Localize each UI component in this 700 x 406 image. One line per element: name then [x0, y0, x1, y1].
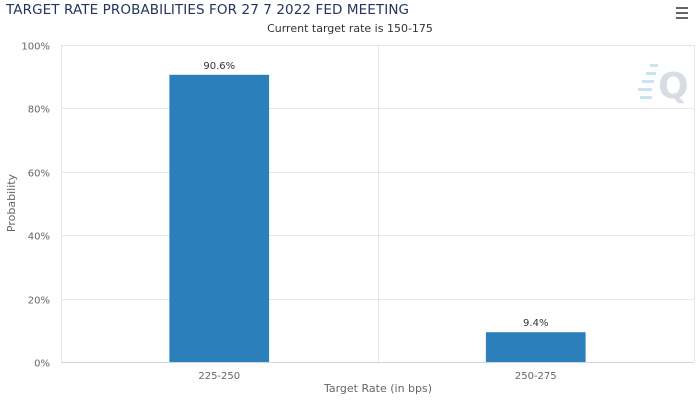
- x-tick-label: 250-275: [515, 371, 557, 382]
- labels: 0% 20% 40% 60% 80% 100% 90.6% 225-250 9.4% 250-27…: [21, 42, 556, 383]
- logo-letter: Q: [658, 66, 689, 106]
- y-tick-label: 60%: [28, 169, 50, 180]
- chart-subtitle: Current target rate is 150-175: [267, 22, 433, 35]
- bar-225-250[interactable]: [169, 74, 270, 362]
- y-tick-label: 80%: [28, 105, 50, 116]
- y-tick-label: 20%: [28, 296, 50, 307]
- y-tick-label: 0%: [34, 359, 50, 370]
- y-axis-title: Probability: [5, 173, 18, 232]
- x-axis-title: Target Rate (in bps): [323, 382, 432, 395]
- data-label: 9.4%: [523, 318, 548, 329]
- x-tick-label: 225-250: [198, 371, 240, 382]
- grid-lines: [61, 45, 695, 362]
- chart-title: TARGET RATE PROBABILITIES FOR 27 7 2022 …: [6, 2, 410, 18]
- bars: [169, 74, 586, 362]
- y-tick-label: 100%: [21, 42, 50, 53]
- data-label: 90.6%: [203, 61, 235, 72]
- bar-250-275[interactable]: [485, 332, 586, 362]
- logo-watermark: Q: [638, 64, 689, 106]
- hamburger-menu-icon[interactable]: [672, 4, 692, 22]
- y-tick-label: 40%: [28, 232, 50, 243]
